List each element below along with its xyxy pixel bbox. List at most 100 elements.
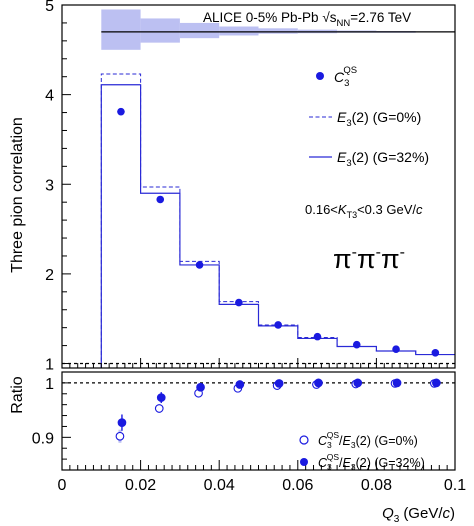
ratio_G32-point-5 <box>314 378 323 388</box>
systematic-box-1 <box>140 18 180 43</box>
legend-marker-ratio-g32 <box>300 458 308 466</box>
c3qs-point-3 <box>235 298 243 307</box>
lr0-div: / <box>339 434 343 448</box>
legend-g32-sub: 3 <box>346 158 351 169</box>
ratio_G32-point-1 <box>156 393 166 402</box>
header-sub: NN <box>336 18 350 29</box>
legend-marker-ratio-g0 <box>299 435 309 445</box>
x-tick-label-3: 0.06 <box>282 477 313 494</box>
ratio-y-axis-label: Ratio <box>9 376 26 413</box>
lr1-sub: 3 <box>327 462 332 472</box>
ratio-markers <box>115 378 441 443</box>
legend-g32: E3(2) (G=32%) <box>337 149 429 169</box>
legend-c3qs: C3 QS <box>334 65 357 89</box>
x-label-q: Q <box>382 505 394 522</box>
main-y-tick-label-3: 4 <box>45 88 54 105</box>
legend-c3qs-sub: 3 <box>344 78 349 89</box>
ratio_G32-point-4 <box>274 379 284 388</box>
c3qs-point-0 <box>117 107 125 116</box>
pion-3-charge: - <box>400 244 405 261</box>
c3qs-point-5 <box>313 332 322 341</box>
c3qs-point-6 <box>352 340 361 349</box>
x-axis-label: Q3 (GeV/c) <box>382 505 455 525</box>
pion-2: π <box>357 244 376 274</box>
legend-c3qs-main: C <box>334 69 345 85</box>
lr0-esub: 3 <box>351 440 356 450</box>
lr1-sup: QS <box>327 452 340 462</box>
systematic-box-4 <box>258 28 298 34</box>
lr0-sub: 3 <box>327 440 332 450</box>
ratio-x-ticks: 0 0.02 0.04 0.06 0.08 0.1 <box>58 460 466 494</box>
main-y-tick-label-0: 1 <box>45 357 54 374</box>
main-y-tick-label-4: 5 <box>45 0 54 15</box>
systematic-box-3 <box>219 26 259 36</box>
x-tick-label-4: 0.08 <box>361 477 392 494</box>
x-tick-label-2: 0.04 <box>204 477 235 494</box>
kt-post: <0.3 GeV/ <box>357 202 416 217</box>
x-label-c: c <box>443 505 451 522</box>
x-label-sub: 3 <box>394 514 400 525</box>
main-panel: 1 2 3 4 5 ALICE 0-5% Pb-Pb √sNN=2.76 TeV Thr… <box>9 0 456 374</box>
kt-pre: 0.16< <box>305 202 338 217</box>
x-label-unit: (GeV/ <box>403 505 443 522</box>
x-tick-label-1: 0.02 <box>125 477 156 494</box>
main-x-ticks <box>61 358 456 368</box>
legend-marker-c3qs <box>316 72 324 80</box>
legend-ratio-g0: C3QS/E3(2) (G=0%) <box>318 430 418 450</box>
ratio_G32-point-0 <box>117 418 127 427</box>
legend-g32-main: E <box>337 149 347 165</box>
legend-ratio-g32: C3QS/E3(2) (G=32%) <box>318 452 425 472</box>
legend-g0: E3(2) (G=0%) <box>337 109 421 129</box>
c3qs-point-8 <box>431 348 440 357</box>
pion-3: π <box>381 244 400 274</box>
header-prefix: ALICE 0-5% Pb-Pb <box>203 10 322 25</box>
lr1-e: E <box>343 456 352 470</box>
kt-k: K <box>338 202 348 217</box>
ratio-y-tick-label-1: 1 <box>45 376 54 393</box>
lr1-esub: 3 <box>351 462 356 472</box>
lr1-main: C <box>318 456 328 470</box>
main-y-ticks: 1 2 3 4 5 <box>45 0 71 374</box>
c3qs-point-4 <box>274 321 282 329</box>
x-label-close: ) <box>450 505 455 522</box>
kt-c: c <box>416 202 423 217</box>
kt-sub: T3 <box>347 210 358 220</box>
pion-2-charge: - <box>376 244 381 261</box>
pion-1: π <box>333 244 352 274</box>
main-legend: C3QS E3(2) (G=0%) E3(2) (G=32%) <box>309 65 429 169</box>
systematic-box-2 <box>179 22 220 39</box>
main-y-tick-label-1: 2 <box>45 267 54 284</box>
ratio-y-tick-label-0: 0.9 <box>32 430 54 447</box>
ratio_G32-point-7 <box>392 378 402 388</box>
ratio-panel: 0.91 0 0.02 0.04 0.06 0.08 0.1 Ratio Q3 (GeV/c… <box>9 371 466 525</box>
lr0-e: E <box>343 434 352 448</box>
ratio_G32-point-3 <box>235 380 245 389</box>
systematic-box-0 <box>101 9 141 50</box>
header-suffix: =2.76 TeV <box>350 10 411 25</box>
header-sqrt: √ <box>322 10 330 25</box>
lr1-div: / <box>339 456 343 470</box>
pion-label: π-π-π- <box>333 244 405 274</box>
lr0-main: C <box>318 434 328 448</box>
c3qs-point-1 <box>156 195 165 204</box>
lr0-rest: (2) (G=0%) <box>356 434 418 448</box>
c3qs-point-7 <box>392 345 400 353</box>
x-tick-label-5: 0.1 <box>444 477 466 494</box>
pion-1-charge: - <box>352 244 357 261</box>
histogram-e3-g32 <box>100 84 455 368</box>
x-tick-label-0: 0 <box>58 477 67 494</box>
header-label: ALICE 0-5% Pb-Pb √sNN=2.76 TeV <box>203 10 411 29</box>
main-y-tick-label-2: 3 <box>45 177 54 194</box>
lr0-sup: QS <box>327 430 340 440</box>
ratio-y-ticks: 0.91 <box>32 371 71 460</box>
ratio_G0-point-1 <box>154 404 164 413</box>
legend-g0-sub: 3 <box>346 118 351 129</box>
ratio_G32-point-8 <box>432 378 441 388</box>
legend-g0-main: E <box>337 109 347 125</box>
ratio_G0-point-0 <box>115 431 125 441</box>
lr1-rest: (2) (G=32%) <box>356 456 425 470</box>
c3qs-point-2 <box>195 261 204 269</box>
ratio-legend: C3QS/E3(2) (G=0%) C3QS/E3(2) (G=32%) <box>299 430 425 472</box>
legend-g32-rest: (2) (G=32%) <box>352 149 429 165</box>
